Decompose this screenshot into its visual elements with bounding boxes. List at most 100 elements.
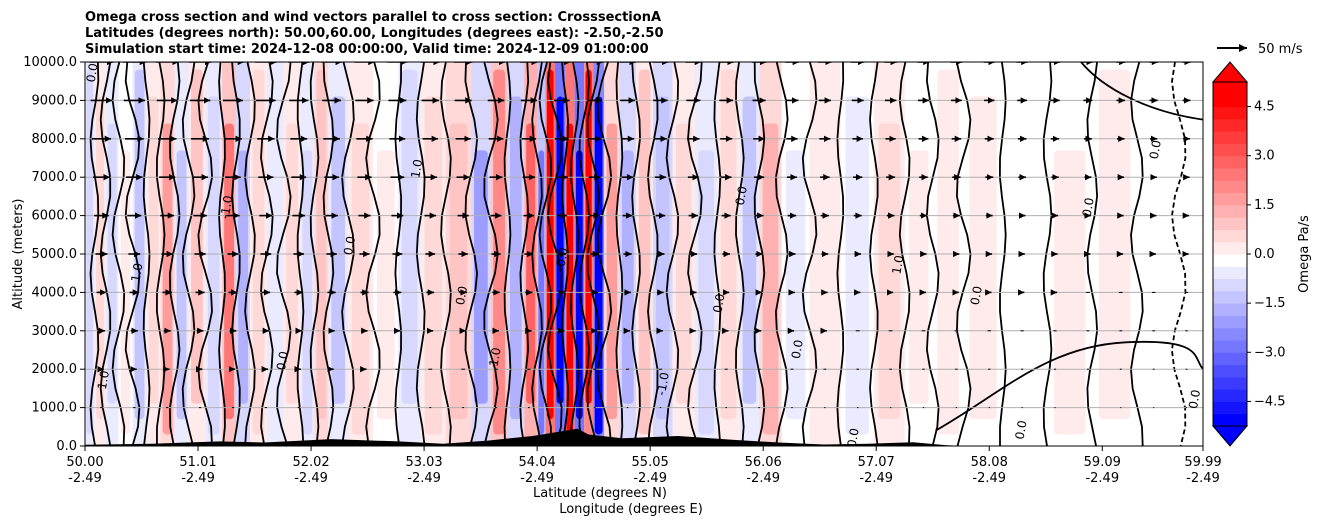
omega-band-core	[621, 150, 634, 404]
omega-band-core	[1143, 96, 1173, 404]
x-axis-ticks: 50.00-2.4951.01-2.4952.02-2.4953.03-2.49…	[66, 446, 1222, 486]
omega-band-core	[785, 150, 806, 420]
y-tick-label: 8000.0	[32, 132, 78, 147]
omega-band-core	[566, 123, 574, 435]
chart-title: Omega cross section and wind vectors par…	[85, 10, 664, 57]
contour-label: 0.0	[1186, 389, 1203, 410]
y-tick-label: 3000.0	[32, 324, 78, 339]
omega-band-core	[675, 123, 692, 404]
x-tick-label-lat: 59.09	[1084, 455, 1121, 470]
colorbar-segment	[1213, 266, 1247, 280]
contour-label: -1.0	[218, 194, 236, 219]
gridlines	[85, 62, 1203, 446]
omega-band-core	[224, 123, 234, 420]
colorbar-segment	[1213, 180, 1247, 194]
colorbar-segment	[1213, 118, 1247, 132]
title-line-2: Latitudes (degrees north): 50.00,60.00, …	[85, 26, 664, 41]
contour-label: 0.0	[968, 285, 985, 306]
x-tick-label-lat: 57.07	[858, 455, 895, 470]
x-tick-label-lat: 50.00	[66, 455, 103, 470]
x-tick-label-lon: -2.49	[1085, 471, 1119, 486]
contour-label: 0.0	[274, 350, 291, 371]
omega-band-core	[1009, 123, 1041, 404]
y-axis-ticks: 0.0 1000.0 2000.0 3000.0 4000.0 5000.0 6000.0 7…	[23, 55, 85, 454]
x-axis-label-secondary: Longitude (degrees E)	[559, 502, 703, 517]
colorbar-segment	[1213, 229, 1247, 243]
colorbar-segment	[1213, 389, 1247, 402]
contour-label: 0.0	[84, 62, 101, 83]
omega-band-core	[762, 123, 779, 435]
plot-area: 0.0 1.0 1.0 -1.0 0.0 0.0 1.0 0.0 0.0 -1.0 0.0 0.0 0.…	[84, 62, 1203, 446]
omega-band-core	[449, 123, 468, 420]
omega-band-core	[546, 69, 554, 420]
title-line-1: Omega cross section and wind vectors par…	[85, 10, 661, 25]
colorbar-segment	[1213, 290, 1247, 304]
y-axis-label: Altitude (meters)	[11, 199, 26, 310]
x-tick-label-lon: -2.49	[859, 471, 893, 486]
x-tick-label-lat: 55.05	[632, 455, 669, 470]
x-tick-label-lat: 54.04	[519, 455, 556, 470]
omega-band-core	[937, 69, 959, 435]
colorbar-tick-label: 1.5	[1254, 198, 1275, 213]
contour-label: 0.0	[1147, 139, 1164, 160]
contour-labels-layer: 0.0 1.0 1.0 -1.0 0.0 0.0 1.0 0.0 0.0 -1.0 0.0 0.0 0.…	[84, 62, 1203, 446]
omega-band-core	[238, 150, 248, 404]
contour-label: 0.0	[789, 339, 806, 360]
omega-band-core	[638, 69, 651, 435]
contour-label: 1.0	[128, 262, 145, 283]
contour-label: 0.0	[1013, 419, 1030, 440]
omega-band-core	[1182, 123, 1200, 435]
x-tick-label-lon: -2.49	[746, 471, 780, 486]
colorbar-segment	[1213, 106, 1247, 120]
colorbar-segment	[1213, 278, 1247, 292]
contour-label: 0.0	[341, 235, 358, 256]
omega-band-core	[493, 69, 505, 435]
colorbar-segment	[1213, 401, 1247, 415]
title-line-3: Simulation start time: 2024-12-08 00:00:…	[85, 42, 649, 57]
colorbar-segment	[1213, 131, 1247, 144]
contour-label: 0.0	[453, 285, 470, 306]
colorbar-segment	[1213, 143, 1247, 157]
omega-band-core	[908, 150, 929, 404]
x-tick-label-lat: 51.01	[179, 455, 216, 470]
x-tick-label-lon: -2.49	[1186, 471, 1220, 486]
y-tick-label: 9000.0	[32, 93, 78, 108]
contour-label: 1.0	[408, 158, 425, 179]
colorbar-segment	[1213, 204, 1247, 218]
colorbar-segment	[1213, 241, 1247, 255]
omega-band-core	[969, 96, 997, 420]
omega-band-core	[376, 150, 395, 420]
contour-label: 0.0	[1080, 197, 1097, 218]
y-tick-label: 4000.0	[32, 285, 78, 300]
colorbar-tick-label: −4.5	[1254, 394, 1286, 409]
contour-label: 0.0	[733, 185, 750, 206]
omega-band-core	[845, 96, 869, 435]
omega-band-core	[814, 69, 836, 404]
colorbar-segment	[1213, 413, 1247, 427]
x-axis-label: Latitude (degrees N)	[533, 486, 667, 501]
contour-label: -1.0	[654, 371, 672, 396]
y-tick-label: 10000.0	[23, 55, 77, 70]
colorbar-segment	[1213, 192, 1247, 206]
y-tick-label: 0.0	[56, 439, 77, 454]
omega-band-core	[606, 123, 618, 420]
omega-band-core	[162, 123, 173, 435]
wind-key-label: 50 m/s	[1258, 42, 1303, 57]
contour-label: 1.0	[95, 369, 112, 390]
colorbar-segment	[1213, 376, 1247, 390]
omega-band-core	[316, 69, 327, 420]
contour-label: 0.0	[554, 247, 571, 268]
colorbar-segment	[1213, 340, 1247, 353]
colorbar-segment	[1213, 352, 1247, 366]
y-tick-label: 1000.0	[32, 401, 78, 416]
colorbar-segment	[1213, 217, 1247, 230]
colorbar-extend-top	[1211, 61, 1249, 83]
colorbar-segment	[1213, 168, 1247, 181]
x-tick-label-lat: 58.08	[971, 455, 1008, 470]
x-tick-label-lon: -2.49	[972, 471, 1006, 486]
colorbar-tick-label: 3.0	[1254, 149, 1275, 164]
x-tick-label-lon: -2.49	[181, 471, 215, 486]
colorbar-segment	[1213, 327, 1247, 341]
omega-band-core	[424, 96, 443, 435]
omega-band-core	[286, 123, 298, 404]
